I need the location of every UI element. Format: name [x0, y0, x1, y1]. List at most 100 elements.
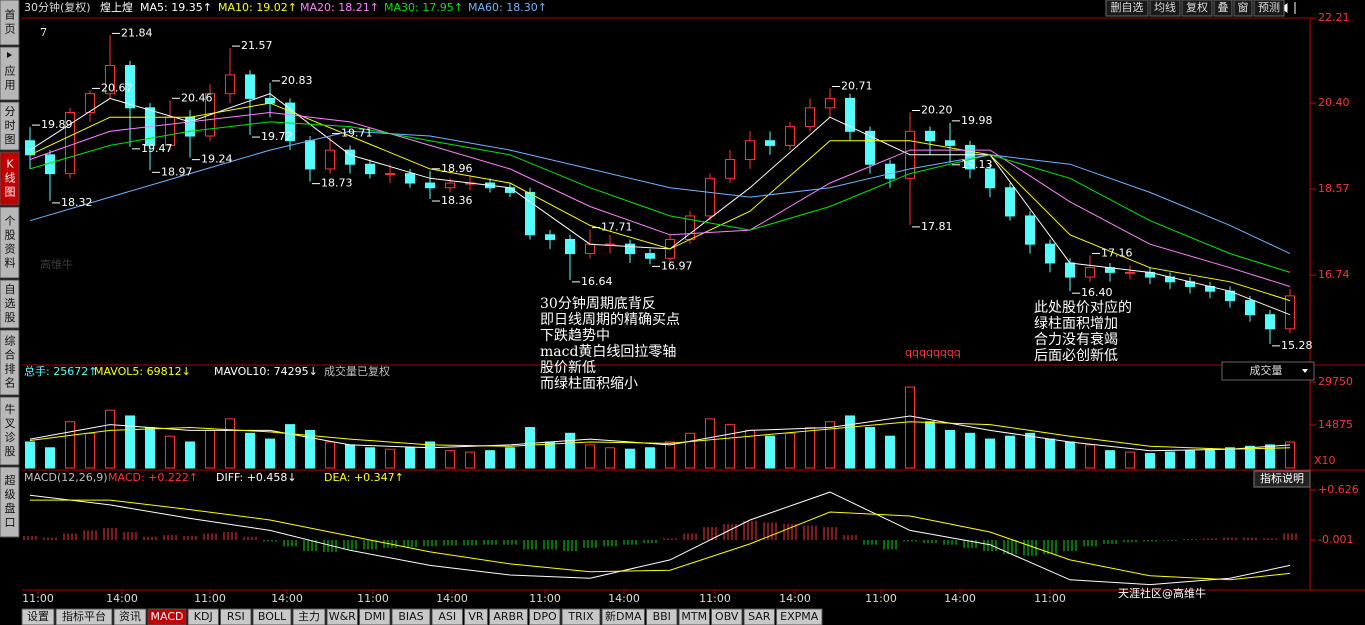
volume-bar: [485, 450, 495, 469]
toolbar-button[interactable]: [1233, 0, 1253, 17]
button-label: 指标说明: [1260, 471, 1304, 485]
time-label: 14:00: [436, 592, 468, 605]
bottom-tab[interactable]: [646, 608, 678, 625]
extreme-label: 20.20: [921, 104, 953, 117]
candle-body: [85, 93, 95, 114]
volume-bar: [705, 418, 715, 469]
toolbar-button[interactable]: [1213, 0, 1233, 17]
extreme-label: 21.57: [241, 39, 273, 52]
sidebar-label: 应用: [5, 64, 16, 92]
candle-body: [945, 140, 955, 146]
bottom-tab[interactable]: [678, 608, 710, 625]
candle-body: [885, 163, 895, 179]
volume-bar: [905, 386, 915, 469]
bottom-tab-label: ASI: [438, 610, 456, 623]
volume-bar: [45, 447, 55, 469]
candle-body: [705, 177, 715, 217]
time-label: 14:00: [106, 592, 138, 605]
bottom-tab[interactable]: [464, 608, 488, 625]
button[interactable]: [1253, 470, 1311, 488]
extreme-label: 19.13: [961, 158, 993, 171]
bottom-tab[interactable]: [326, 608, 358, 625]
bottom-tab[interactable]: [489, 608, 528, 625]
toolbar-button[interactable]: [1105, 0, 1149, 17]
sidebar-tab[interactable]: [0, 466, 20, 538]
volume-bar: [885, 435, 895, 469]
volume-bar: [1225, 447, 1235, 469]
volume-bar: [145, 427, 155, 469]
candle-body: [1085, 267, 1095, 278]
bottom-tab[interactable]: [292, 608, 326, 625]
annotation: 下跌趋势中: [540, 328, 610, 344]
sidebar-tab[interactable]: [0, 206, 20, 279]
candle-body: [745, 140, 755, 161]
y-tick-label: +0.626: [1318, 483, 1359, 496]
sidebar-tab[interactable]: [0, 329, 20, 396]
volume-bar: [525, 427, 535, 469]
bottom-tab[interactable]: [21, 608, 55, 625]
bottom-tab[interactable]: [359, 608, 391, 625]
extreme-label: 20.83: [281, 74, 313, 87]
bottom-tab-label: 主力: [298, 610, 320, 623]
annotation: 即日线周期的精确买点: [540, 312, 680, 328]
credit: 天涯社区@高维牛: [1118, 586, 1206, 600]
sidebar-label: 牛叉诊股: [5, 402, 16, 458]
sidebar-tab[interactable]: [0, 46, 20, 101]
ma-value: MA20: 18.21↑: [300, 1, 379, 14]
bottom-tab[interactable]: [113, 608, 147, 625]
bottom-tab[interactable]: [252, 608, 292, 625]
candle-body: [385, 173, 395, 176]
volume-bar: [25, 441, 35, 469]
time-label: 11:00: [357, 592, 389, 605]
bottom-tab[interactable]: [561, 608, 601, 625]
sidebar-tab[interactable]: [0, 396, 20, 466]
volume-bar: [1285, 441, 1295, 469]
volume-bar: [1105, 450, 1115, 469]
bottom-tab[interactable]: [776, 608, 823, 625]
time-label: 11:00: [1034, 592, 1066, 605]
volume-bar: [1165, 451, 1175, 469]
volume-bar: [105, 409, 115, 469]
bottom-tab[interactable]: [187, 608, 219, 625]
sidebar-tab[interactable]: [0, 151, 20, 206]
volume-bar: [285, 424, 295, 469]
y-tick-label: 20.40: [1318, 96, 1350, 109]
y-tick-label: 14875: [1318, 418, 1353, 431]
candle-body: [65, 112, 75, 175]
bottom-tab-label: VR: [468, 610, 484, 623]
bottom-tab-label: RSI: [227, 610, 245, 623]
toolbar-button[interactable]: [1149, 0, 1181, 17]
bottom-tab[interactable]: [147, 608, 187, 625]
bottom-tab-label: MTM: [681, 610, 707, 623]
toolbar-button[interactable]: [1253, 0, 1285, 17]
time-label: 11:00: [194, 592, 226, 605]
y-tick-label: -0.001: [1318, 533, 1353, 546]
volume-bar: [625, 448, 635, 469]
candle-body: [225, 74, 235, 95]
extreme-label: 15.28: [1281, 339, 1313, 352]
bottom-tab[interactable]: [743, 608, 775, 625]
volume-bar: [545, 441, 555, 469]
sidebar-tab[interactable]: [0, 101, 20, 151]
volume-bar: [925, 421, 935, 469]
annotation: 而绿柱面积缩小: [540, 376, 638, 392]
volume-bar: [725, 424, 735, 469]
extreme-label: 18.36: [441, 194, 473, 207]
sidebar-tab[interactable]: [0, 279, 20, 329]
extreme-label: 19.47: [141, 142, 173, 155]
sidebar-tab[interactable]: [0, 0, 20, 46]
bottom-tab[interactable]: [431, 608, 463, 625]
bottom-tab[interactable]: [711, 608, 743, 625]
bottom-tab[interactable]: [55, 608, 113, 625]
sidebar-label: 分时图: [5, 105, 16, 146]
bottom-tab[interactable]: [601, 608, 645, 625]
sidebar-label: K 线图: [5, 158, 16, 199]
volume-bar: [445, 450, 455, 469]
bottom-tab[interactable]: [529, 608, 561, 625]
bottom-tab[interactable]: [220, 608, 252, 625]
volume-bar: [325, 441, 335, 469]
toolbar-button[interactable]: [1181, 0, 1213, 17]
dropdown[interactable]: [1221, 361, 1315, 381]
bottom-tab[interactable]: [391, 608, 431, 625]
candle-body: [545, 234, 555, 240]
